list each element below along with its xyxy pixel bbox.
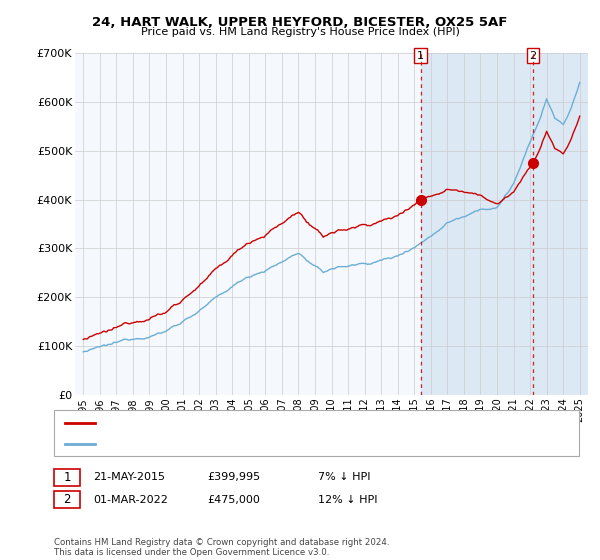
Text: HPI: Average price, detached house, Cherwell: HPI: Average price, detached house, Cher… <box>102 439 330 449</box>
Text: 7% ↓ HPI: 7% ↓ HPI <box>318 472 371 482</box>
Bar <box>533 53 588 395</box>
Text: 1: 1 <box>64 470 71 484</box>
Text: 01-MAR-2022: 01-MAR-2022 <box>93 494 168 505</box>
Text: 2: 2 <box>529 50 536 60</box>
Text: 24, HART WALK, UPPER HEYFORD, BICESTER, OX25 5AF: 24, HART WALK, UPPER HEYFORD, BICESTER, … <box>92 16 508 29</box>
Text: 2: 2 <box>64 493 71 506</box>
Text: £399,995: £399,995 <box>207 472 260 482</box>
Text: 12% ↓ HPI: 12% ↓ HPI <box>318 494 377 505</box>
Text: £475,000: £475,000 <box>207 494 260 505</box>
Bar <box>421 53 533 395</box>
Text: 1: 1 <box>417 50 424 60</box>
Text: 24, HART WALK, UPPER HEYFORD, BICESTER, OX25 5AF (detached house): 24, HART WALK, UPPER HEYFORD, BICESTER, … <box>102 418 469 428</box>
Text: Contains HM Land Registry data © Crown copyright and database right 2024.
This d: Contains HM Land Registry data © Crown c… <box>54 538 389 557</box>
Text: Price paid vs. HM Land Registry's House Price Index (HPI): Price paid vs. HM Land Registry's House … <box>140 27 460 37</box>
Text: 21-MAY-2015: 21-MAY-2015 <box>93 472 165 482</box>
